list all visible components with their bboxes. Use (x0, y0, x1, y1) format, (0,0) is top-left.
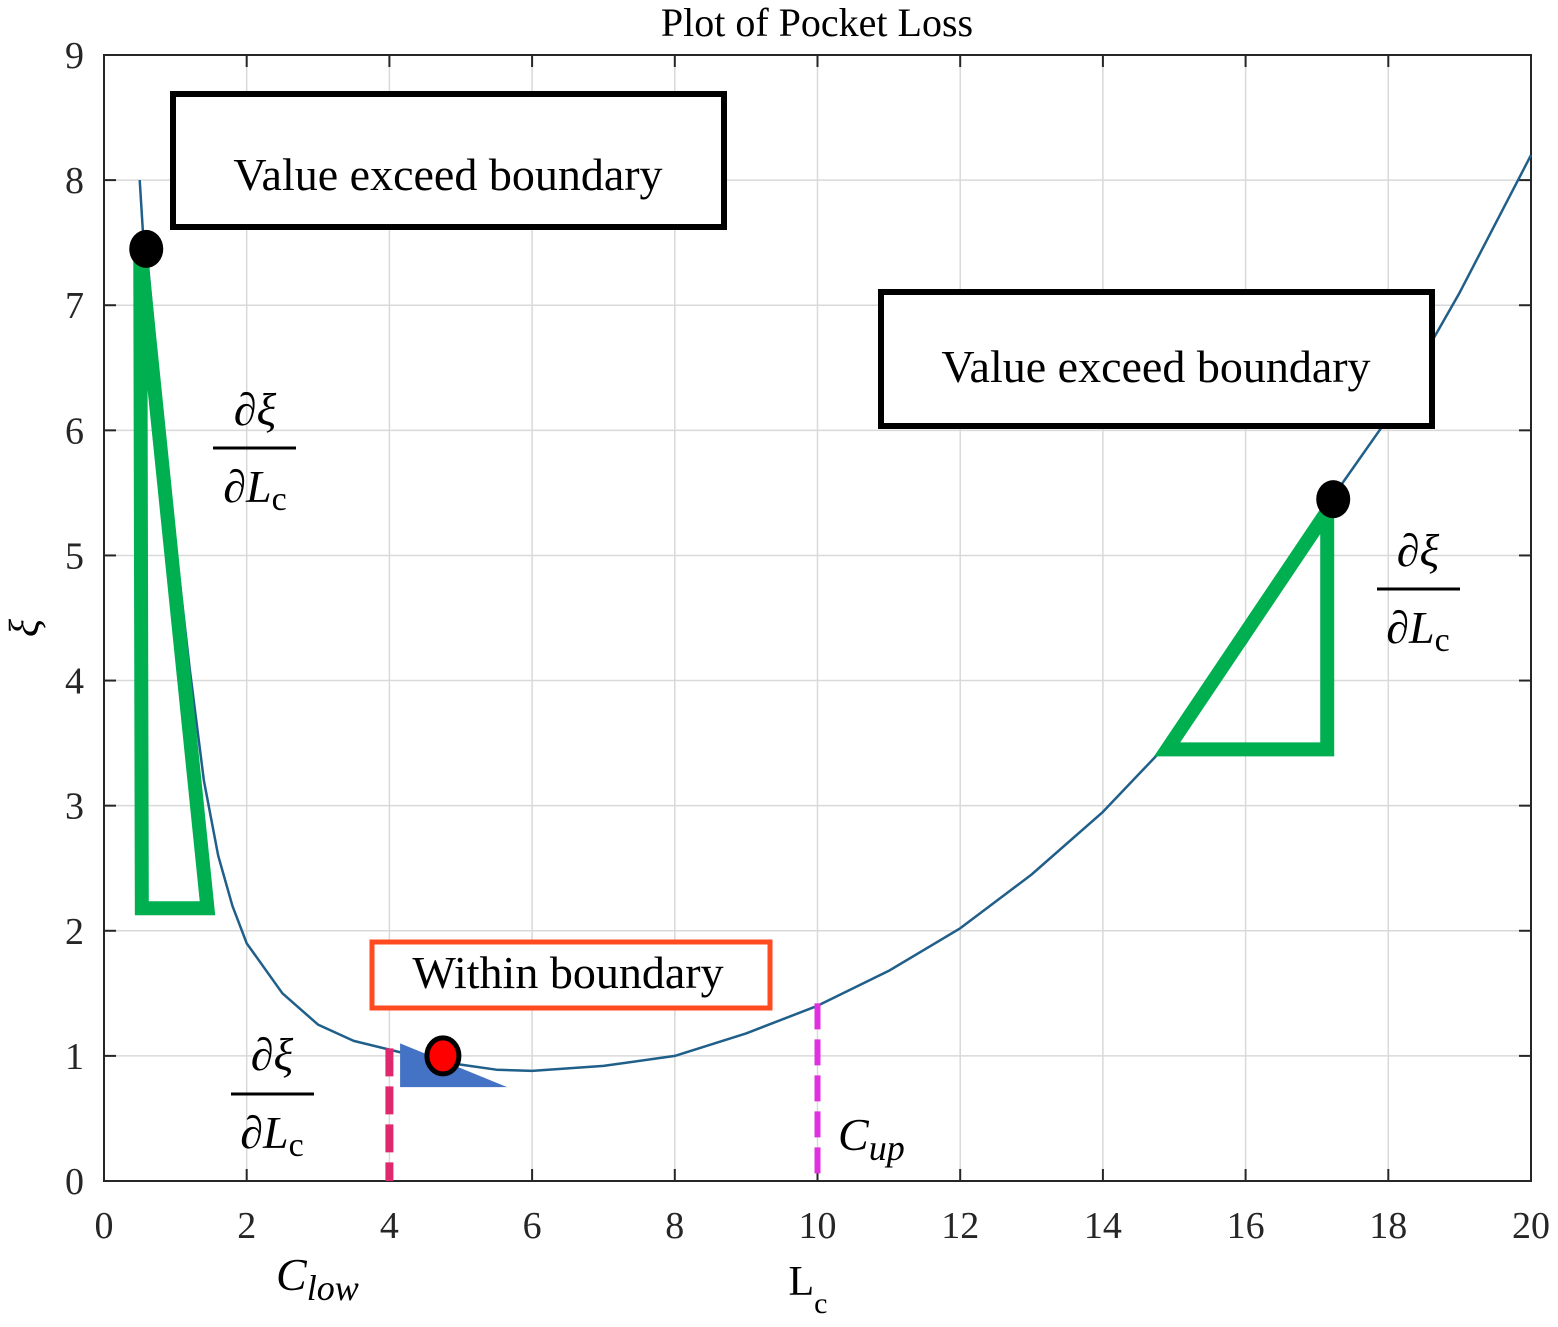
x-tick-label: 16 (1227, 1205, 1265, 1247)
y-tick-label: 6 (65, 410, 84, 452)
y-tick-label: 8 (65, 160, 84, 202)
left-deriv-den-sub: c (272, 481, 287, 518)
right-exceed-point (1316, 480, 1351, 519)
y-axis-label: ξ (2, 619, 48, 637)
x-tick-label: 20 (1512, 1205, 1550, 1247)
y-tick-label: 9 (65, 35, 84, 77)
mid-deriv-numerator: ∂ξ (251, 1029, 294, 1080)
mid-deriv-denominator: ∂Lc (240, 1107, 303, 1164)
mid-derivative-label: ∂ξ ∂Lc (231, 1029, 314, 1164)
x-tick-label: 10 (799, 1205, 837, 1247)
right-exceed-box (878, 289, 1435, 429)
c-low-label: Clow (276, 1249, 359, 1308)
x-tick-label: 18 (1369, 1205, 1407, 1247)
left-exceed-box (170, 91, 727, 230)
left-deriv-numerator: ∂ξ (234, 384, 277, 435)
x-tick-label: 6 (523, 1205, 542, 1247)
x-tick-label: 12 (941, 1205, 979, 1247)
x-tick-label: 8 (665, 1205, 684, 1247)
mid-deriv-den-sub: c (289, 1127, 304, 1164)
right-derivative-label: ∂ξ ∂Lc (1377, 525, 1460, 659)
within-boundary-box (369, 939, 773, 1011)
y-tick-label: 4 (65, 661, 84, 703)
x-tick-label: 2 (237, 1205, 256, 1247)
x-tick-label: 4 (380, 1205, 399, 1247)
y-tick-label: 2 (65, 911, 84, 953)
c-low-sub: low (307, 1268, 359, 1308)
c-up-main: C (838, 1109, 870, 1160)
left-exceed-label: Value exceed boundary (233, 149, 662, 200)
within-boundary-label: Within boundary (412, 947, 723, 998)
left-slope-triangle (133, 248, 216, 916)
x-tick-label: 14 (1084, 1205, 1122, 1247)
y-tick-label: 3 (65, 786, 84, 828)
left-exceed-point (129, 229, 164, 268)
within-boundary-point (424, 1035, 462, 1077)
y-tick-label: 1 (65, 1036, 84, 1078)
x-axis-label-sub: c (814, 1287, 827, 1320)
right-deriv-den-main: ∂L (1386, 602, 1434, 653)
right-slope-triangle (1153, 488, 1335, 757)
left-derivative-label: ∂ξ ∂Lc (213, 384, 296, 518)
y-tick-label: 7 (65, 285, 84, 327)
x-axis-label-main: L (789, 1259, 815, 1305)
right-deriv-denominator: ∂Lc (1386, 602, 1449, 659)
left-deriv-den-main: ∂L (223, 461, 271, 512)
chart-title: Plot of Pocket Loss (661, 0, 973, 45)
y-tick-label: 0 (65, 1161, 84, 1203)
right-exceed-label: Value exceed boundary (941, 341, 1370, 392)
y-tick-label: 5 (65, 535, 84, 577)
x-axis-label: Lc (789, 1259, 828, 1320)
mid-deriv-den-main: ∂L (240, 1107, 288, 1158)
right-deriv-den-sub: c (1435, 622, 1450, 659)
c-up-label: Cup (838, 1109, 905, 1168)
left-deriv-denominator: ∂Lc (223, 461, 286, 518)
c-low-main: C (276, 1249, 308, 1300)
right-deriv-numerator: ∂ξ (1397, 525, 1440, 576)
c-up-sub: up (869, 1128, 905, 1168)
x-tick-label: 0 (95, 1205, 114, 1247)
